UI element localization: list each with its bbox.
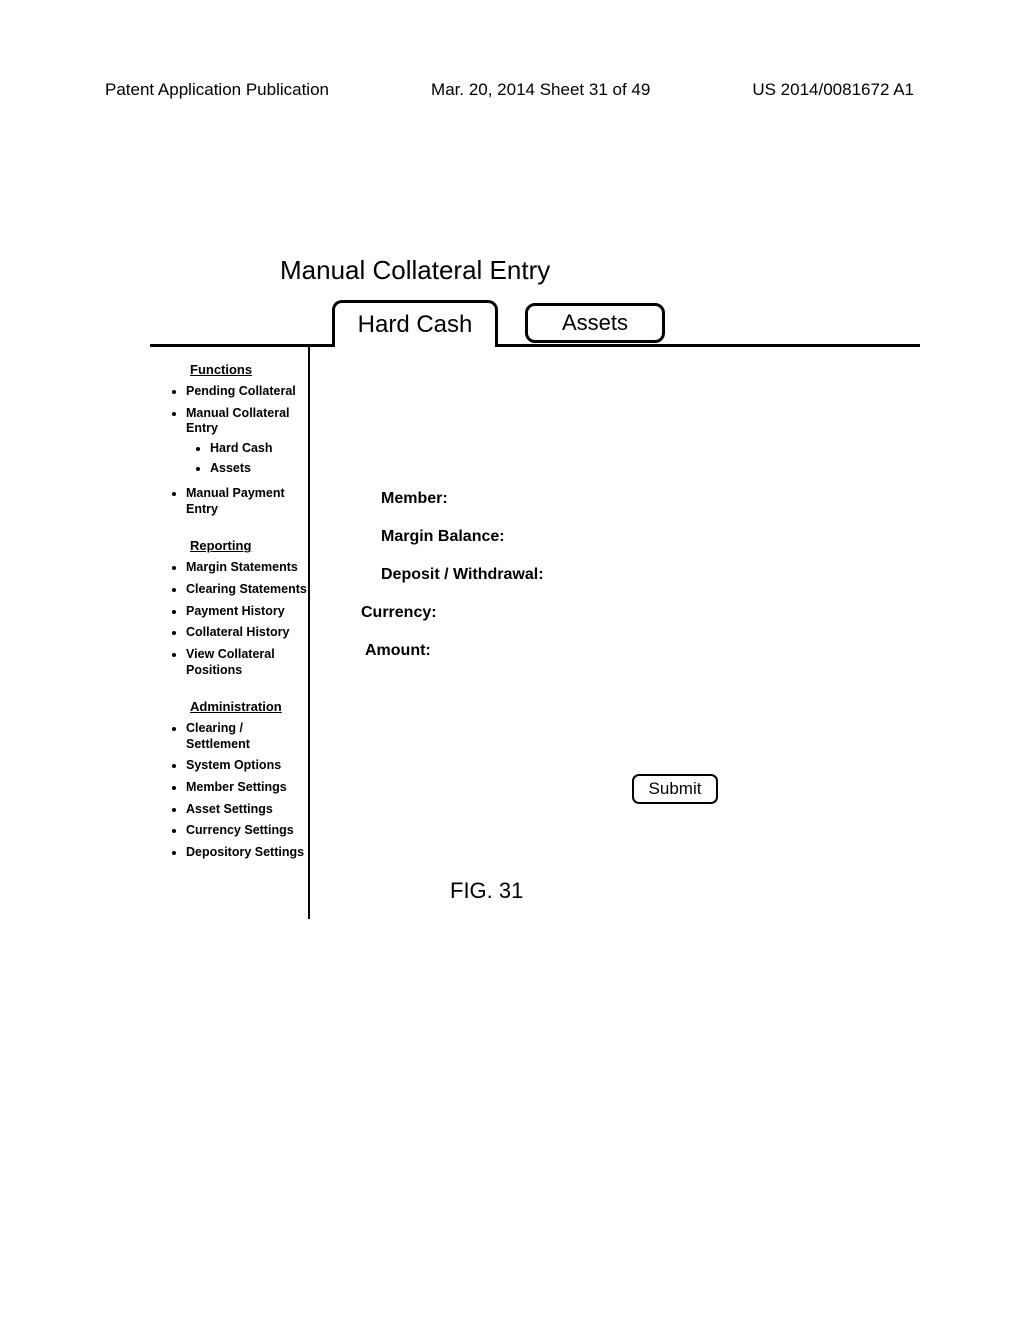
nav-section-functions: Functions	[190, 362, 310, 377]
page-title: Manual Collateral Entry	[280, 255, 550, 286]
nav-item-asset-settings[interactable]: Asset Settings	[186, 799, 310, 821]
nav-item-manual-collateral-entry[interactable]: Manual Collateral Entry Hard Cash Assets	[186, 403, 310, 484]
tab-active-whiteout	[335, 340, 495, 350]
tab-row: Hard Cash Assets	[0, 300, 1024, 350]
nav-item-clearing-statements[interactable]: Clearing Statements	[186, 579, 310, 601]
form-label-margin-balance: Margin Balance:	[381, 528, 765, 546]
tab-assets[interactable]: Assets	[525, 303, 665, 343]
form-label-member: Member:	[381, 490, 765, 508]
header-center: Mar. 20, 2014 Sheet 31 of 49	[431, 80, 650, 100]
nav-item-clearing-settlement[interactable]: Clearing / Settlement	[186, 718, 310, 755]
header-right: US 2014/0081672 A1	[752, 80, 914, 100]
figure-caption: FIG. 31	[450, 878, 523, 904]
nav-subitem-assets[interactable]: Assets	[210, 459, 310, 479]
nav-item-currency-settings[interactable]: Currency Settings	[186, 820, 310, 842]
sidebar-nav: Functions Pending Collateral Manual Coll…	[150, 358, 310, 864]
nav-list-reporting: Margin Statements Clearing Statements Pa…	[170, 557, 310, 681]
nav-item-collateral-history[interactable]: Collateral History	[186, 622, 310, 644]
nav-list-functions: Pending Collateral Manual Collateral Ent…	[170, 381, 310, 520]
nav-item-label: Manual Collateral Entry	[186, 406, 290, 436]
nav-item-depository-settings[interactable]: Depository Settings	[186, 842, 310, 864]
nav-item-member-settings[interactable]: Member Settings	[186, 777, 310, 799]
nav-sublist-collateral: Hard Cash Assets	[196, 439, 310, 478]
nav-item-payment-history[interactable]: Payment History	[186, 601, 310, 623]
submit-button[interactable]: Submit	[632, 774, 718, 804]
collateral-entry-form: Member: Margin Balance: Deposit / Withdr…	[365, 480, 765, 680]
nav-item-pending-collateral[interactable]: Pending Collateral	[186, 381, 310, 403]
patent-figure-page: Patent Application Publication Mar. 20, …	[0, 0, 1024, 1320]
nav-subitem-hard-cash[interactable]: Hard Cash	[210, 439, 310, 459]
patent-header: Patent Application Publication Mar. 20, …	[0, 80, 1024, 100]
nav-item-manual-payment-entry[interactable]: Manual Payment Entry	[186, 483, 310, 520]
nav-section-reporting: Reporting	[190, 538, 310, 553]
header-left: Patent Application Publication	[105, 80, 329, 100]
form-label-deposit-withdrawal: Deposit / Withdrawal:	[381, 566, 765, 584]
nav-list-administration: Clearing / Settlement System Options Mem…	[170, 718, 310, 863]
form-label-currency: Currency:	[361, 604, 765, 622]
nav-item-view-collateral-positions[interactable]: View Collateral Positions	[186, 644, 310, 681]
form-label-amount: Amount:	[365, 642, 765, 660]
nav-section-administration: Administration	[190, 699, 310, 714]
nav-item-margin-statements[interactable]: Margin Statements	[186, 557, 310, 579]
tab-underline	[150, 344, 920, 347]
nav-item-system-options[interactable]: System Options	[186, 755, 310, 777]
